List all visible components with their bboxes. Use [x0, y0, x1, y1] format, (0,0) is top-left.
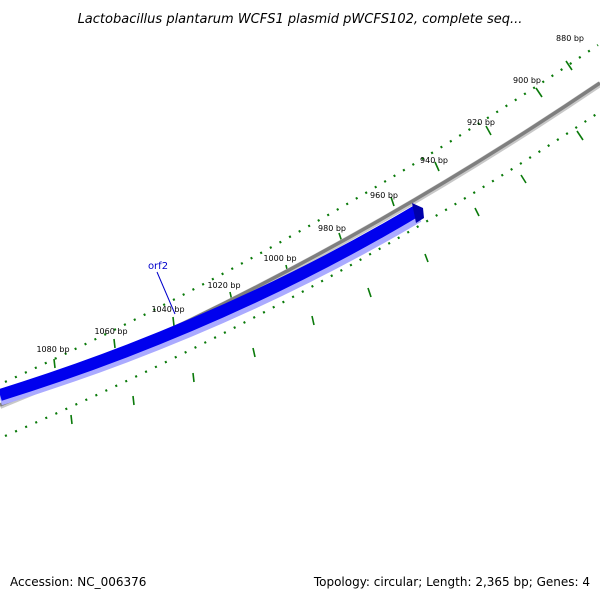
major-tick: [70, 414, 73, 425]
tick-label: 940 bp: [420, 156, 448, 165]
major-tick: [132, 395, 135, 406]
major-tick: [485, 125, 492, 136]
major-tick: [576, 130, 584, 141]
major-tick: [520, 174, 527, 184]
tick-label: 880 bp: [556, 34, 584, 43]
major-tick: [434, 161, 440, 172]
major-tick: [424, 253, 429, 263]
gene-orf2-feature[interactable]: [0, 204, 422, 401]
tick-label: 1080 bp: [36, 345, 69, 354]
tick-label: 1040 bp: [151, 305, 184, 314]
map-title: Lactobacillus plantarum WCFS1 plasmid pW…: [78, 12, 523, 27]
major-tick: [565, 60, 573, 71]
major-tick: [172, 316, 175, 327]
major-tick: [367, 287, 372, 298]
orf2-label-leader: [156, 271, 176, 315]
tick-label: 900 bp: [513, 76, 541, 85]
gene-label-orf2[interactable]: orf2: [148, 261, 168, 272]
major-tick: [53, 358, 56, 369]
tick-label: 960 bp: [370, 191, 398, 200]
tick-label: 1020 bp: [207, 281, 240, 290]
major-tick: [474, 207, 480, 217]
major-tick: [113, 338, 116, 349]
tick-labels: 880 bp 900 bp 920 bp 940 bp 960 bp 980 b…: [36, 34, 584, 354]
map-canvas: orf2 880 bp 900 bp 920 bp 940 bp 960 bp …: [0, 34, 600, 438]
sequence-backbone: [0, 81, 600, 407]
major-tick: [192, 372, 195, 383]
tick-label: 980 bp: [318, 224, 346, 233]
outer-major-ticks: [53, 60, 573, 369]
tick-label: 1000 bp: [263, 254, 296, 263]
summary-label: Topology: circular; Length: 2,365 bp; Ge…: [313, 575, 590, 589]
tick-label: 920 bp: [467, 118, 495, 127]
tick-label: 1060 bp: [94, 327, 127, 336]
major-tick: [252, 347, 256, 358]
gene-orf2-end-cap: [412, 203, 424, 223]
major-tick: [390, 196, 395, 207]
accession-label: Accession: NC_006376: [10, 575, 146, 589]
major-tick: [535, 87, 543, 98]
major-tick: [311, 315, 315, 326]
backbone-shadow: [0, 81, 600, 409]
inner-major-ticks: [70, 130, 584, 425]
